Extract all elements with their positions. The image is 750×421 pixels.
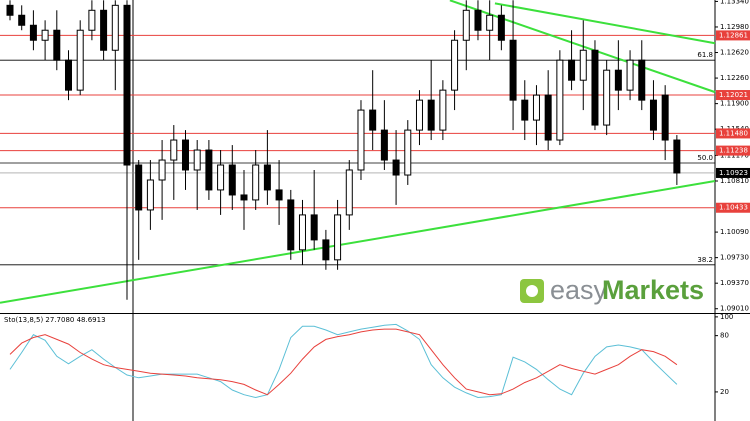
candle-body bbox=[64, 59, 72, 91]
trend-line bbox=[494, 2, 716, 45]
candle-body bbox=[556, 59, 564, 141]
candle-body bbox=[275, 189, 283, 201]
candle-body bbox=[123, 4, 131, 166]
candle-body bbox=[626, 59, 634, 91]
candle-body bbox=[146, 179, 154, 211]
trend-line bbox=[449, 0, 716, 94]
candle-body bbox=[135, 164, 143, 211]
candle-body bbox=[88, 9, 96, 31]
candle-body bbox=[263, 164, 271, 191]
logo-text: easy bbox=[550, 275, 608, 305]
fib-label: 50.0 bbox=[697, 154, 713, 162]
candle-body bbox=[568, 59, 576, 81]
candle-body bbox=[532, 94, 540, 121]
candle-body bbox=[298, 214, 306, 251]
logo-icon-dot bbox=[526, 285, 538, 297]
logo-text: Markets bbox=[602, 275, 704, 305]
candle-body bbox=[100, 9, 108, 51]
candle-body bbox=[649, 99, 657, 131]
candle-body bbox=[322, 239, 330, 261]
candle-body bbox=[357, 109, 365, 171]
candle-body bbox=[497, 14, 505, 41]
y-tick-label: 1.09370 bbox=[720, 279, 749, 287]
candle-body bbox=[158, 159, 166, 181]
candle-body bbox=[217, 164, 225, 191]
level-label: 1.11238 bbox=[719, 147, 748, 155]
y-tick-label: 100 bbox=[720, 313, 733, 321]
indicator-line bbox=[9, 328, 678, 396]
candle-body bbox=[170, 139, 178, 161]
candle-body bbox=[76, 29, 84, 91]
candle-body bbox=[614, 69, 622, 91]
level-label: 1.12021 bbox=[719, 91, 748, 99]
level-label: 1.12861 bbox=[719, 31, 748, 39]
level-badge bbox=[716, 30, 750, 41]
candle-body bbox=[228, 164, 236, 196]
candle-body bbox=[205, 149, 213, 191]
candle-body bbox=[415, 99, 423, 131]
candle-body bbox=[29, 24, 37, 41]
y-tick-label: 1.12980 bbox=[720, 23, 749, 31]
level-badge bbox=[716, 128, 750, 139]
candle-body bbox=[638, 59, 646, 101]
candle-body bbox=[521, 99, 529, 121]
y-tick-label: 1.12620 bbox=[720, 49, 749, 57]
candle-body bbox=[193, 149, 201, 171]
y-tick-label: 1.11900 bbox=[720, 100, 749, 108]
y-tick-label: 1.12260 bbox=[720, 74, 749, 82]
candle-body bbox=[6, 4, 14, 16]
candle-body bbox=[474, 9, 482, 31]
level-badge bbox=[716, 202, 750, 213]
candle-body bbox=[404, 129, 412, 176]
level-label: 1.10433 bbox=[719, 204, 748, 212]
candle-body bbox=[41, 29, 49, 41]
y-tick-label: 1.09010 bbox=[720, 305, 749, 313]
candle-body bbox=[334, 214, 342, 261]
y-tick-label: 1.09730 bbox=[720, 254, 749, 262]
candle-body bbox=[673, 139, 681, 174]
y-tick-label: 1.10090 bbox=[720, 228, 749, 236]
indicator-line bbox=[9, 323, 678, 399]
fib-label: 61.8 bbox=[697, 51, 713, 59]
candle-body bbox=[310, 214, 318, 241]
indicator-label: Sto(13,8,5) 27.7080 48.6913 bbox=[4, 316, 106, 324]
candle-body bbox=[427, 99, 435, 131]
level-badge bbox=[716, 90, 750, 101]
candle-body bbox=[345, 169, 353, 216]
y-tick-label: 20 bbox=[720, 388, 729, 396]
candle-body bbox=[252, 164, 260, 201]
y-tick-label: 1.10810 bbox=[720, 177, 749, 185]
candle-body bbox=[591, 49, 599, 126]
y-tick-label: 80 bbox=[720, 332, 729, 340]
candle-body bbox=[380, 129, 388, 161]
candle-body bbox=[181, 139, 189, 171]
logo: easy Markets bbox=[520, 275, 704, 305]
candle-body bbox=[18, 14, 26, 26]
candle-body bbox=[462, 9, 470, 41]
level-badge bbox=[716, 145, 750, 156]
candle-body bbox=[392, 159, 400, 176]
trend-line bbox=[0, 180, 716, 304]
candle-body bbox=[240, 194, 248, 201]
candle-body bbox=[369, 109, 377, 131]
candle-body bbox=[486, 14, 494, 31]
candle-body bbox=[53, 29, 61, 61]
candle-body bbox=[603, 69, 611, 126]
y-tick-label: 1.13340 bbox=[720, 0, 749, 5]
candle-body bbox=[661, 94, 669, 141]
candle-body bbox=[111, 4, 119, 51]
candle-body bbox=[451, 39, 459, 91]
candle-body bbox=[439, 89, 447, 131]
candle-body bbox=[287, 199, 295, 251]
price-label: 1.10923 bbox=[719, 169, 748, 177]
level-label: 1.11480 bbox=[719, 129, 748, 137]
fib-label: 38.2 bbox=[697, 256, 713, 264]
candle-body bbox=[509, 39, 517, 101]
price-badge bbox=[716, 167, 750, 178]
candle-body bbox=[544, 94, 552, 141]
candle-body bbox=[579, 49, 587, 81]
